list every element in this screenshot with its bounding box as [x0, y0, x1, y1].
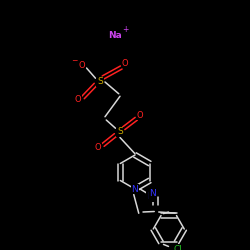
- Text: Na: Na: [108, 30, 122, 40]
- Text: O: O: [122, 58, 128, 68]
- Text: Cl: Cl: [173, 245, 182, 250]
- Text: O: O: [137, 110, 143, 120]
- Text: −: −: [71, 56, 77, 65]
- Text: O: O: [75, 96, 81, 104]
- Text: S: S: [97, 78, 103, 86]
- Text: O: O: [95, 144, 101, 152]
- Text: S: S: [117, 128, 123, 136]
- Text: N: N: [150, 189, 156, 198]
- Text: +: +: [122, 25, 128, 34]
- Text: N: N: [147, 192, 154, 201]
- Text: N: N: [132, 184, 138, 194]
- Text: N: N: [132, 184, 138, 194]
- Text: O: O: [79, 60, 85, 70]
